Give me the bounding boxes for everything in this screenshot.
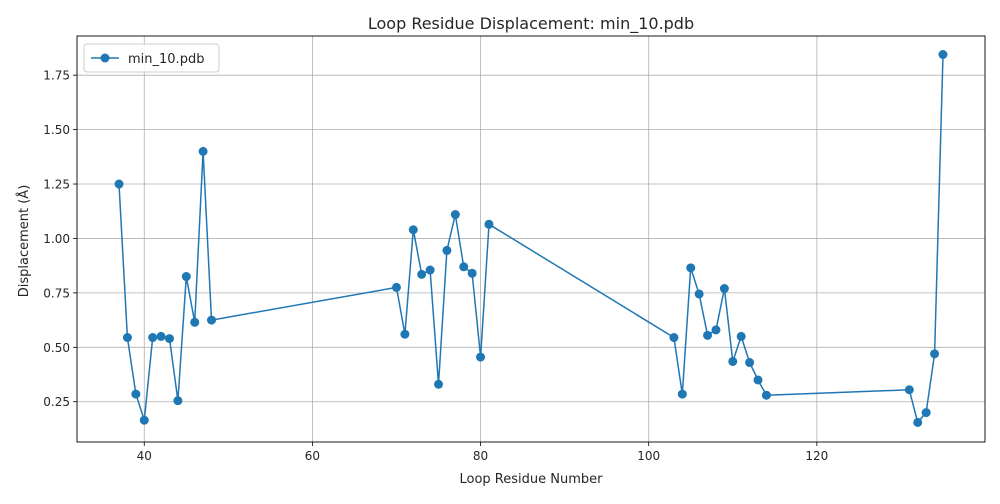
data-point [139,415,149,425]
data-point [904,385,914,395]
x-tick-label: 40 [137,449,152,463]
data-point [476,352,486,362]
axis-ticks: 40 60 80 100 120 0.25 0.50 0.75 1.00 1.25 1.50 1.75 [43,69,828,463]
data-point [434,379,444,389]
data-point [181,272,191,282]
data-point [930,349,940,359]
data-point [728,356,738,366]
data-point [391,282,401,292]
legend-series-label: min_10.pdb [128,52,204,67]
data-point [450,210,460,220]
data-point [686,263,696,273]
y-tick-label: 1.25 [43,178,70,192]
grid-lines [77,36,985,442]
data-point [164,334,174,344]
legend: min_10.pdb [83,43,220,73]
data-point [148,333,158,343]
data-point [131,389,141,399]
data-point [425,265,435,275]
x-tick-label: 120 [805,449,828,463]
data-point [719,284,729,294]
x-axis-label: Loop Residue Number [460,472,604,487]
y-axis-label: Displacement (Å) [16,185,32,298]
data-point [736,331,746,341]
y-tick-label: 1.75 [43,69,70,83]
y-tick-label: 1.50 [43,123,70,137]
data-point [156,331,166,341]
y-tick-label: 0.75 [43,286,70,300]
data-point [173,396,183,406]
x-tick-label: 60 [305,449,320,463]
plot-frame [76,35,986,443]
x-tick-label: 100 [637,449,660,463]
data-point [207,315,217,325]
data-point [669,333,679,343]
series-layer [114,50,948,427]
data-point [694,289,704,299]
data-point [400,329,410,339]
data-point [711,325,721,335]
data-point [913,417,923,427]
data-point [677,389,687,399]
y-tick-label: 1.00 [43,232,70,246]
legend-box [83,43,220,73]
data-point [442,245,452,255]
y-tick-label: 0.25 [43,395,70,409]
x-tick-label: 80 [473,449,488,463]
data-point [190,317,200,327]
data-point [122,333,132,343]
data-point [484,219,494,229]
data-point [761,390,771,400]
data-point [753,375,763,385]
data-point [417,269,427,279]
data-point [114,179,124,189]
data-point [921,408,931,418]
data-point [467,268,477,278]
legend-series-marker [100,53,110,63]
data-point [198,146,208,156]
data-point [745,358,755,368]
data-point [459,262,469,272]
chart-title: Loop Residue Displacement: min_10.pdb [368,14,694,34]
data-point [938,50,948,60]
y-tick-label: 0.50 [43,341,70,355]
data-point [408,225,418,235]
data-point [703,330,713,340]
